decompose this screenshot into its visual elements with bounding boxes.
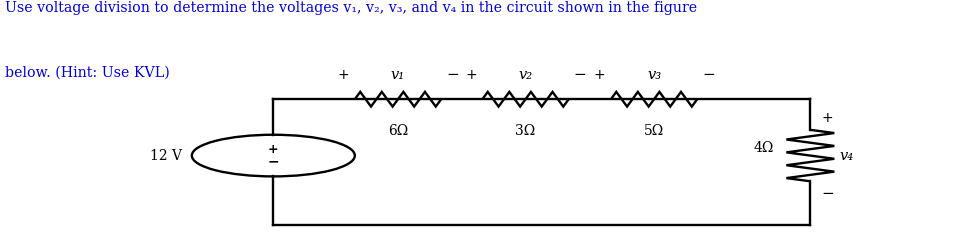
Text: v₃: v₃ — [647, 68, 661, 82]
Text: +: + — [822, 110, 833, 125]
Text: v₄: v₄ — [839, 148, 854, 163]
Text: Use voltage division to determine the voltages v₁, v₂, v₃, and v₄ in the circuit: Use voltage division to determine the vo… — [5, 1, 697, 15]
Text: −: − — [573, 67, 587, 82]
Text: −: − — [268, 155, 279, 169]
Text: +: + — [465, 68, 477, 82]
Text: below. (Hint: Use KVL): below. (Hint: Use KVL) — [5, 66, 170, 80]
Text: +: + — [338, 68, 349, 82]
Text: −: − — [702, 67, 715, 82]
Text: 5Ω: 5Ω — [643, 124, 665, 138]
Text: +: + — [268, 143, 279, 156]
Text: +: + — [594, 68, 605, 82]
Text: −: − — [821, 186, 834, 201]
Text: v₂: v₂ — [519, 68, 532, 82]
Text: 12 V: 12 V — [151, 148, 182, 163]
Text: 6Ω: 6Ω — [387, 124, 409, 138]
Text: 4Ω: 4Ω — [754, 141, 774, 155]
Text: 3Ω: 3Ω — [515, 124, 536, 138]
Text: −: − — [446, 67, 459, 82]
Text: v₁: v₁ — [391, 68, 405, 82]
